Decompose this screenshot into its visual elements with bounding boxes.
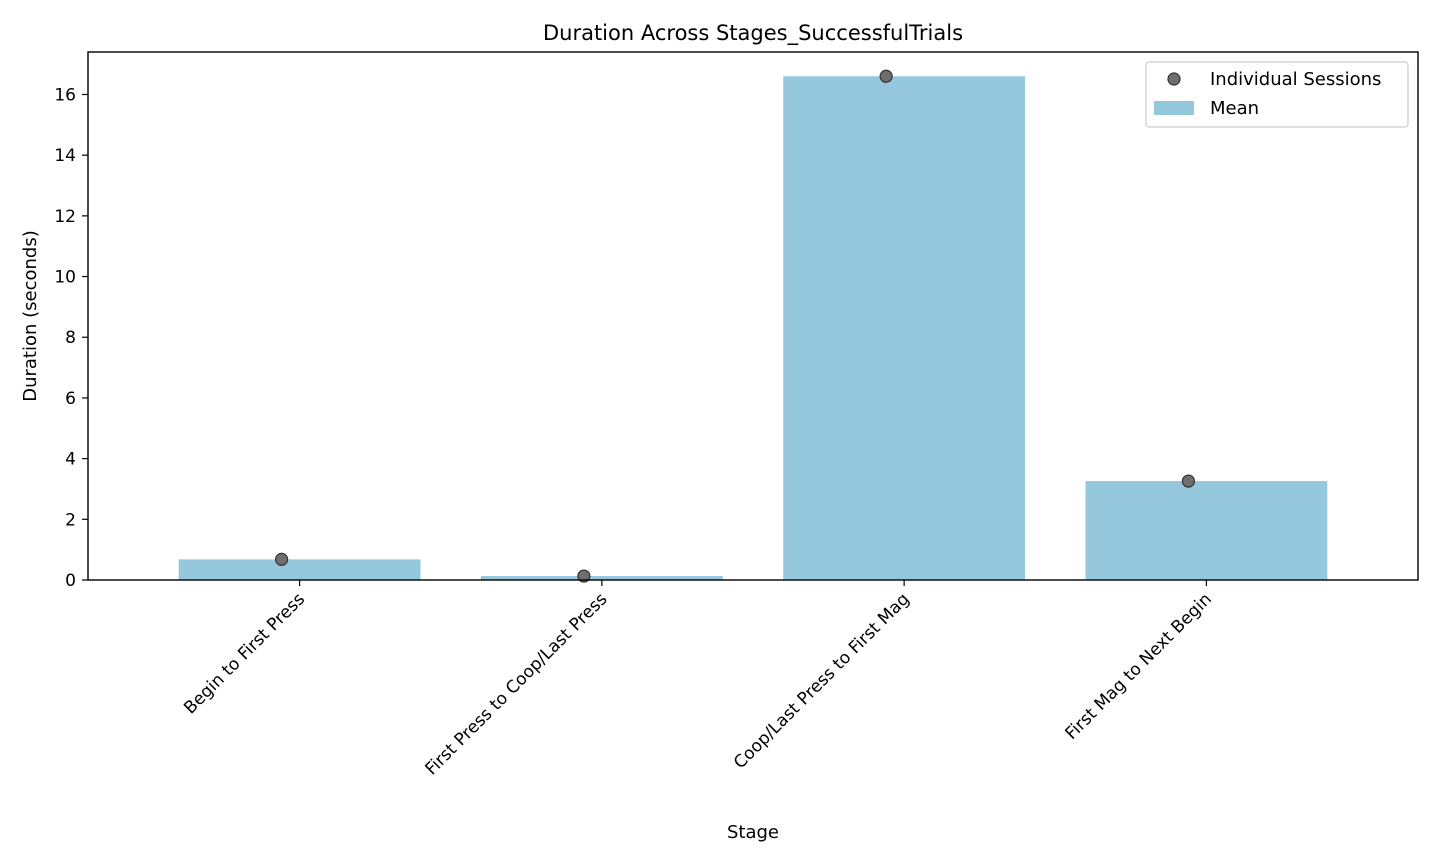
legend-label-individual-sessions: Individual Sessions [1210,69,1381,90]
y-tick-label-2: 4 [65,450,76,470]
y-tick-label-3: 6 [65,389,76,409]
bars-layer [178,76,1328,580]
x-tick-label-3: First Mag to Next Begin [1062,589,1216,743]
y-tick-label-7: 14 [54,146,76,166]
legend: Individual Sessions Mean [1145,61,1409,128]
x-tick-label-2: Coop/Last Press to First Mag [730,589,914,773]
bar-2 [783,76,1026,580]
session-point-1 [577,569,591,583]
session-point-0 [274,552,289,566]
bar-0 [178,559,421,580]
session-point-3 [1181,474,1196,488]
x-tick-label-1: First Press to Coop/Last Press [422,589,612,779]
legend-label-mean: Mean [1210,98,1259,119]
plot-frame [87,51,1419,581]
x-tick-label-0: Begin to First Press [180,589,309,718]
chart-title: Duration Across Stages_SuccessfulTrials [543,21,963,46]
bar-1 [480,576,723,580]
x-axis-label: Stage [727,822,779,843]
y-tick-label-6: 12 [54,207,76,227]
y-axis-label: Duration (seconds) [20,230,41,402]
session-point-2 [879,69,893,83]
x-axis: Begin to First Press First Press to Coop/… [180,580,1216,779]
legend-marker-mean [1154,101,1194,115]
legend-frame [1145,61,1409,128]
legend-marker-individual-sessions [1167,72,1181,86]
bar-3 [1085,481,1328,580]
points-layer [274,69,1196,583]
y-tick-label-8: 16 [54,85,76,105]
y-tick-label-0: 0 [65,571,76,591]
y-tick-label-4: 8 [65,328,76,348]
y-tick-label-5: 10 [54,268,76,288]
y-tick-label-1: 2 [65,510,76,530]
y-axis: 0 2 4 6 8 10 12 14 16 [54,85,88,591]
